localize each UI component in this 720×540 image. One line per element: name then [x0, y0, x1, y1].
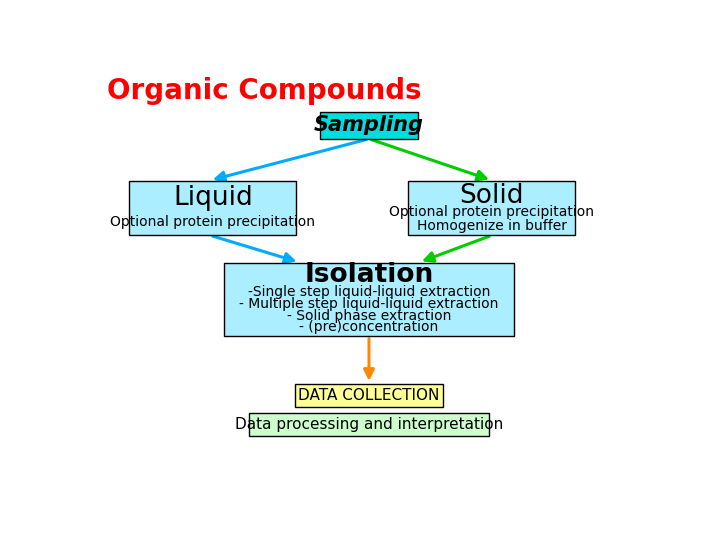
Text: Liquid: Liquid: [173, 185, 253, 211]
Text: Sampling: Sampling: [314, 115, 424, 135]
FancyBboxPatch shape: [320, 112, 418, 139]
Text: Homogenize in buffer: Homogenize in buffer: [417, 219, 567, 233]
Text: Organic Compounds: Organic Compounds: [107, 77, 421, 105]
Text: DATA COLLECTION: DATA COLLECTION: [298, 388, 440, 403]
FancyBboxPatch shape: [224, 264, 514, 336]
Text: -Single step liquid-liquid extraction: -Single step liquid-liquid extraction: [248, 285, 490, 299]
FancyBboxPatch shape: [408, 181, 575, 235]
Text: - Multiple step liquid-liquid extraction: - Multiple step liquid-liquid extraction: [239, 297, 499, 311]
Text: - Solid phase extraction: - Solid phase extraction: [287, 308, 451, 322]
FancyBboxPatch shape: [295, 384, 443, 407]
FancyBboxPatch shape: [129, 181, 297, 235]
Text: Optional protein precipitation: Optional protein precipitation: [390, 205, 594, 219]
Text: Optional protein precipitation: Optional protein precipitation: [110, 214, 315, 228]
Text: Isolation: Isolation: [305, 262, 433, 288]
Text: Solid: Solid: [459, 183, 524, 209]
Text: - (pre)concentration: - (pre)concentration: [300, 320, 438, 334]
FancyBboxPatch shape: [249, 413, 489, 436]
Text: Data processing and interpretation: Data processing and interpretation: [235, 417, 503, 432]
